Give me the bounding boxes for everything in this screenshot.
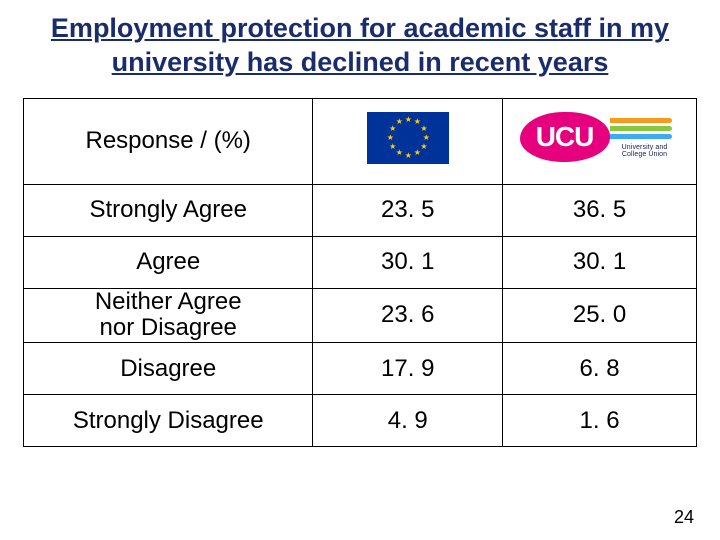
- eu-value: 23. 6: [313, 288, 503, 343]
- ucu-value: 6. 8: [503, 343, 697, 395]
- ucu-value: 30. 1: [503, 236, 697, 288]
- eu-value: 23. 5: [313, 184, 503, 236]
- page-number: 24: [674, 507, 694, 528]
- slide: Employment protection for academic staff…: [0, 0, 720, 540]
- table-row: Disagree17. 96. 8: [24, 343, 697, 395]
- ucu-logo-icon: UCU University and College Union: [520, 112, 680, 164]
- ucu-logo-subtitle: University and College Union: [610, 144, 680, 158]
- ucu-value: 25. 0: [503, 288, 697, 343]
- ucu-value: 1. 6: [503, 395, 697, 447]
- eu-value: 17. 9: [313, 343, 503, 395]
- header-ucu: UCU University and College Union: [503, 98, 697, 184]
- page-title: Employment protection for academic staff…: [20, 12, 700, 80]
- response-label: Strongly Disagree: [24, 395, 313, 447]
- response-label: Strongly Agree: [24, 184, 313, 236]
- table-row: Strongly Disagree4. 91. 6: [24, 395, 697, 447]
- eu-flag-icon: ★★★★★★★★★★★★: [366, 111, 450, 165]
- eu-value: 4. 9: [313, 395, 503, 447]
- header-response: Response / (%): [24, 98, 313, 184]
- table-body: Strongly Agree23. 536. 5Agree30. 130. 1N…: [24, 184, 697, 447]
- table-row: Agree30. 130. 1: [24, 236, 697, 288]
- eu-value: 30. 1: [313, 236, 503, 288]
- header-eu: ★★★★★★★★★★★★: [313, 98, 503, 184]
- response-table: Response / (%) ★★★★★★★★★★★★ UCU Universi…: [23, 98, 697, 448]
- ucu-logo-text: UCU: [520, 112, 610, 162]
- table-row: Strongly Agree23. 536. 5: [24, 184, 697, 236]
- response-label: Neither Agreenor Disagree: [24, 288, 313, 343]
- ucu-value: 36. 5: [503, 184, 697, 236]
- response-label: Agree: [24, 236, 313, 288]
- table-row: Neither Agreenor Disagree23. 625. 0: [24, 288, 697, 343]
- response-label: Disagree: [24, 343, 313, 395]
- table-header-row: Response / (%) ★★★★★★★★★★★★ UCU Universi…: [24, 98, 697, 184]
